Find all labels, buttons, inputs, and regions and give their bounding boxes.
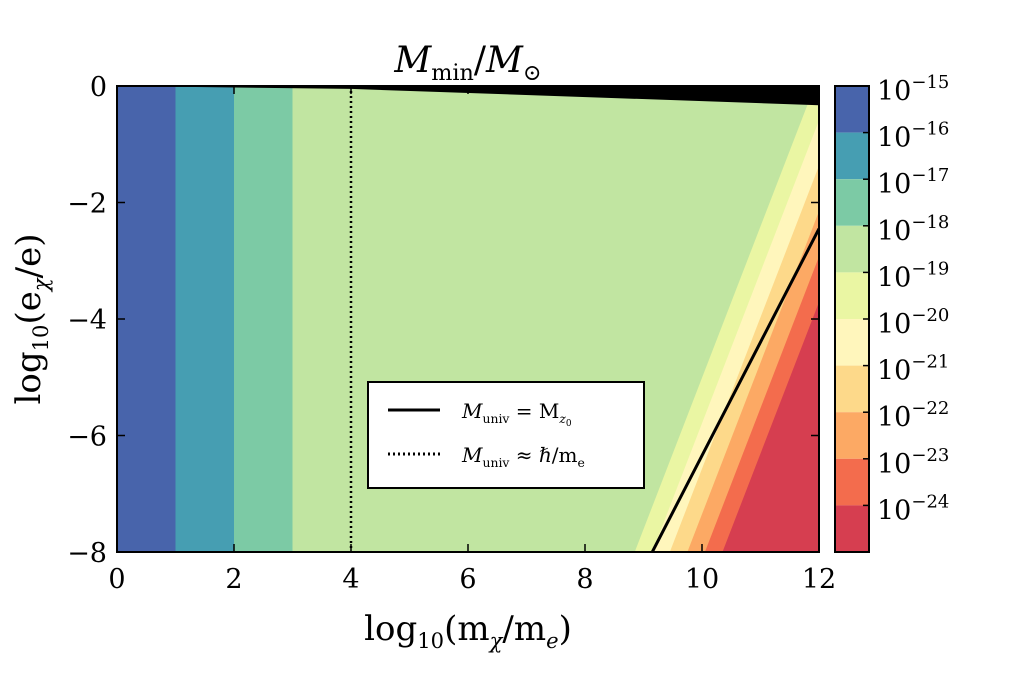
legend-label-solid: Muniv = Mz0	[461, 399, 572, 429]
colorbar-tick-label: 10−21	[877, 352, 949, 387]
colorbar-tick-label: 10−23	[877, 445, 949, 480]
y-tick-label: −6	[67, 422, 107, 453]
x-axis: 0 2 4 6 8 10 12	[108, 86, 836, 595]
colorbar-segment	[835, 179, 869, 226]
excluded-region	[117, 86, 819, 106]
colorbar-tick-label: 10−16	[877, 119, 949, 154]
colorbar: 10−15 10−16 10−17 10−18 10−19 10−20 10−21 10−22…	[834, 72, 949, 553]
y-axis-title: log10(eχ/e)	[9, 234, 53, 405]
colorbar-tick-label: 10−24	[877, 491, 949, 526]
region-1	[117, 86, 176, 552]
colorbar-tick-label: 10−19	[877, 258, 949, 293]
colorbar-segment	[835, 272, 869, 319]
x-tick-label: 12	[802, 564, 836, 595]
line-muniv-mz0	[650, 228, 819, 552]
x-tick-label: 0	[108, 564, 125, 595]
colorbar-tick-label: 10−18	[877, 212, 949, 247]
colorbar-segment	[835, 505, 869, 552]
colorbar-segment	[835, 365, 869, 413]
colorbar-segment	[835, 132, 869, 180]
chart-title: Mmin/M⊙	[393, 40, 541, 86]
band-level-6	[722, 302, 819, 552]
legend: Muniv = Mz0 Muniv ≈ ℏ/me	[367, 381, 645, 489]
colorbar-tick-label: 10−20	[877, 305, 949, 340]
y-tick-label: 0	[90, 72, 107, 103]
legend-box	[367, 381, 645, 489]
y-tick-label: −2	[67, 189, 107, 220]
legend-label-dotted: Muniv ≈ ℏ/me	[461, 443, 585, 470]
x-tick-label: 10	[685, 564, 719, 595]
colorbar-segment	[835, 458, 869, 506]
y-tick-label: −4	[67, 305, 107, 336]
colorbar-tick-label: 10−22	[877, 398, 949, 433]
colorbar-frame	[834, 85, 870, 553]
colorbar-segment	[835, 412, 869, 459]
colorbar-segment	[835, 86, 869, 133]
colorbar-tick-label: 10−15	[877, 72, 949, 107]
x-tick-label: 8	[576, 564, 593, 595]
y-tick-label: −8	[67, 538, 107, 569]
colorbar-segment	[835, 319, 869, 366]
region-2	[175, 86, 234, 552]
x-axis-title: log10(mχ/me)	[364, 609, 572, 653]
colorbar-tick-label: 10−17	[877, 165, 949, 200]
region-3	[234, 86, 293, 552]
y-axis: 0 −2 −4 −6 −8	[67, 72, 819, 569]
colorbar-segment	[835, 225, 869, 273]
x-tick-label: 2	[225, 564, 242, 595]
x-tick-label: 6	[459, 564, 476, 595]
x-tick-label: 4	[342, 564, 359, 595]
